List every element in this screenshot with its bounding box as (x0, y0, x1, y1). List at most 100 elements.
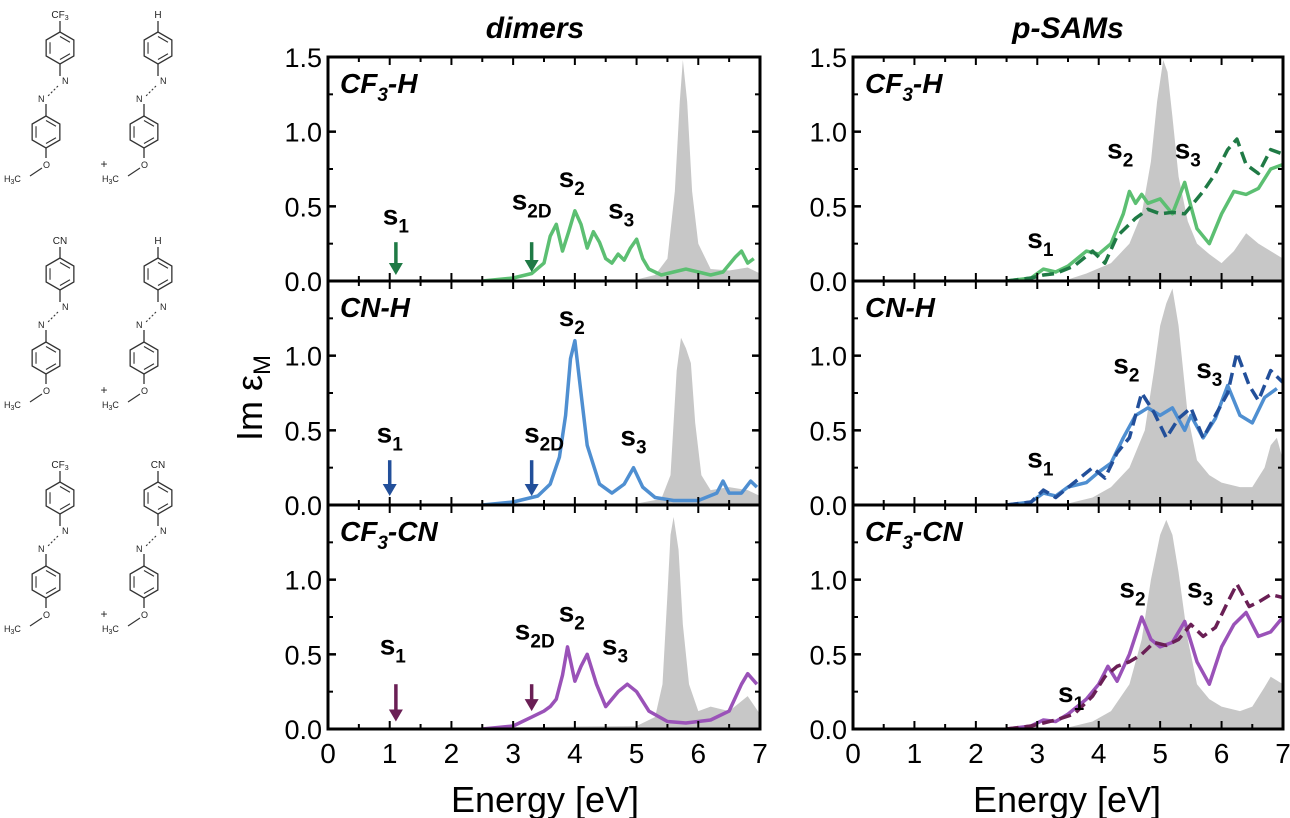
reference-spectrum-area (328, 337, 760, 505)
state-annotation-symbol: s (377, 417, 393, 448)
state-annotation: s2 (1107, 134, 1133, 172)
panel-label-rest: -CN (913, 516, 964, 547)
state-annotation-symbol: s (1107, 134, 1123, 165)
state-annotation: s2 (559, 596, 585, 634)
state-annotation: s2 (559, 162, 585, 200)
panel-label: CN-H (340, 292, 411, 323)
transition-arrow (524, 242, 539, 273)
column-title-psams: p-SAMs (1011, 12, 1124, 45)
panels: 0.00.51.01.5CF3-Hs1s2Ds2s30.00.51.0CN-Hs… (284, 43, 1290, 769)
state-annotation: s1 (380, 629, 407, 667)
series-line-solid (482, 209, 755, 281)
y-tick-label: 0.5 (809, 192, 847, 222)
state-annotation-symbol: s (602, 629, 618, 660)
state-annotation-sub: 3 (1212, 370, 1223, 391)
panel-label-main: CN-H (340, 292, 411, 323)
series-line-solid (1006, 162, 1283, 281)
y-axis-label: Im εM (229, 355, 276, 441)
state-annotation: s2 (1119, 573, 1145, 611)
state-annotation-symbol: s (559, 596, 575, 627)
state-annotation-sub: 2 (574, 613, 585, 634)
transition-arrow (388, 242, 403, 276)
x-tick-label: 4 (1091, 738, 1107, 769)
azo-n: N (38, 94, 45, 104)
state-annotation: s1 (1027, 443, 1054, 481)
x-tick-label: 6 (690, 738, 706, 769)
panel-label-sub: 3 (377, 533, 388, 554)
transition-arrow (382, 460, 397, 497)
x-tick-label: 3 (505, 738, 521, 769)
azo-n: N (136, 320, 143, 330)
methyl-label: H3C (102, 174, 119, 186)
x-tick-label: 7 (1275, 738, 1290, 769)
panel-label-sub: 3 (902, 85, 913, 106)
transition-arrow (388, 684, 403, 722)
x-tick-label: 2 (444, 738, 460, 769)
panel-label: CF3-CN (865, 516, 963, 554)
azo-n: N (136, 94, 143, 104)
state-annotation: s3 (608, 193, 634, 231)
panel-label-rest: -CN (388, 516, 439, 547)
y-tick-label: 0.5 (809, 416, 847, 446)
y-axis-label-main: Im ε (229, 375, 270, 441)
state-annotation-sub: 1 (398, 216, 409, 237)
state-annotation-sub: 2 (1135, 590, 1146, 611)
state-annotation-sub: 2D (527, 201, 551, 222)
state-annotation: s3 (1196, 353, 1222, 391)
state-annotation-symbol: s (1027, 443, 1043, 474)
oxygen-label: O (141, 386, 148, 396)
state-annotation: s2D (524, 417, 564, 455)
state-annotation-symbol: s (620, 420, 636, 451)
series-line-solid (482, 645, 759, 729)
reference-spectrum-area (328, 516, 760, 729)
x-tick-label: 1 (382, 738, 398, 769)
substituent-label: CN (151, 460, 165, 471)
state-annotation: s3 (1187, 573, 1213, 611)
panel-label-main: CF (865, 68, 903, 99)
column-title-dimers: dimers (486, 12, 584, 45)
azo-n: N (136, 544, 143, 554)
state-annotation-symbol: s (515, 614, 531, 645)
x-tick-label: 1 (907, 738, 923, 769)
state-annotation: s1 (383, 199, 410, 237)
y-tick-label: 1.0 (809, 118, 847, 148)
x-tick-label: 4 (567, 738, 583, 769)
state-annotation: s3 (602, 629, 628, 667)
substituent-label: CF3 (51, 460, 68, 472)
methyl-label: H3C (102, 624, 119, 636)
state-annotation-sub: 3 (624, 210, 635, 231)
state-annotation-sub: 2D (530, 631, 554, 652)
state-annotation-symbol: s (512, 184, 528, 215)
oxygen-label: O (43, 610, 50, 620)
x-tick-label: 3 (1029, 738, 1045, 769)
state-annotation-symbol: s (1187, 573, 1203, 604)
azo-n: N (160, 76, 167, 86)
y-tick-label: 0.0 (809, 491, 847, 521)
plus-sign: + (100, 607, 107, 621)
y-tick-label: 0.0 (809, 267, 847, 297)
state-annotation: s1 (1027, 223, 1054, 261)
state-annotation-sub: 1 (1074, 694, 1085, 715)
y-tick-label: 0.5 (284, 416, 322, 446)
state-annotation-sub: 1 (1043, 240, 1054, 261)
state-annotation-symbol: s (1113, 349, 1129, 380)
azo-n: N (62, 526, 69, 536)
oxygen-label: O (43, 160, 50, 170)
reference-spectrum-area (853, 519, 1283, 729)
azo-n: N (38, 320, 45, 330)
panel-label-sub: 3 (902, 533, 913, 554)
molecule-left-row-2: CF3 N N O H3C (4, 460, 75, 636)
state-annotation: s2D (515, 614, 555, 652)
molecule-left-row-0: CF3 N N O H3C (4, 10, 75, 186)
x-tick-label: 0 (845, 738, 861, 769)
y-tick-label: 0.0 (284, 267, 322, 297)
panel-label: CF3-H (865, 68, 943, 106)
y-tick-label: 0.5 (284, 192, 322, 222)
substituent-label: H (154, 236, 161, 247)
plus-sign: + (100, 157, 107, 171)
y-tick-label: 0.0 (284, 491, 322, 521)
y-tick-label: 1.0 (809, 342, 847, 372)
state-annotation: s1 (1058, 677, 1085, 715)
